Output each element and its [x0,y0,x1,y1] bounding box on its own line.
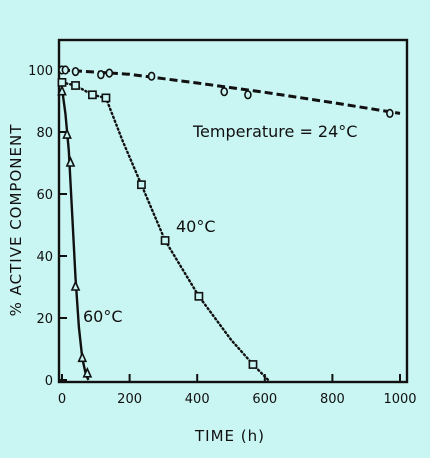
data-point-circle [97,70,105,80]
series-line-0 [61,68,401,115]
data-point-square [160,236,170,245]
series-markers [57,65,394,378]
y-tick-label: 80 [36,126,53,141]
data-point-square [194,291,204,301]
data-point-circle [61,65,70,75]
data-point-triangle [57,84,67,96]
series-label-24c: Temperature = 24°C [192,122,357,141]
data-point-triangle [70,280,81,291]
y-tick-label: 100 [28,64,53,79]
x-tick-label: 1000 [383,392,416,407]
data-point-square [71,81,80,90]
data-point-circle [244,90,252,100]
data-point-triangle [82,366,93,378]
data-point-circle [220,87,229,97]
data-point-circle [105,68,114,78]
x-axis-title: TIME (h) [194,427,265,445]
y-axis-title: % ACTIVE COMPONENT [7,124,25,317]
data-point-triangle [77,351,88,363]
data-point-square [248,360,258,369]
x-tick-label: 200 [117,392,142,407]
x-tick-label: 800 [320,392,345,407]
x-tick-label: 600 [252,392,277,407]
data-point-square [137,180,146,190]
series-line-2 [60,88,90,381]
data-point-triangle [65,156,76,167]
data-point-circle [71,66,80,77]
series-label-60c: 60°C [83,307,123,326]
y-tick-label: 20 [36,312,53,327]
y-tick-label: 0 [45,374,53,389]
data-point-triangle [62,128,72,139]
series-curves [60,68,401,382]
x-tick-label: 400 [185,392,210,407]
y-tick-label: 40 [36,250,53,265]
axis-ticks: 0 200 400 600 800 1000 0 20 40 60 80 100 [28,64,416,407]
plot-frame [57,38,409,384]
data-point-square [88,90,97,100]
data-point-circle [147,71,156,81]
data-point-circle [386,108,394,118]
x-tick-label: 0 [58,392,66,407]
y-tick-label: 60 [36,188,53,203]
data-point-square [101,93,111,103]
series-label-40c: 40°C [176,217,216,236]
